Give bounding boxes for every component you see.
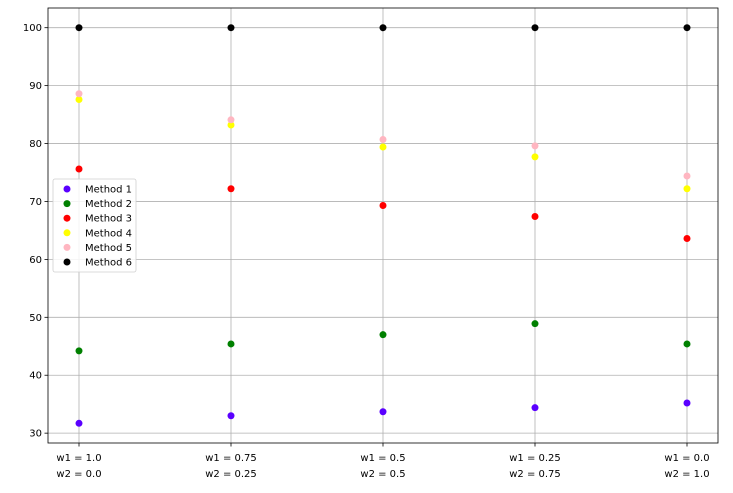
series-method-2	[75, 320, 691, 355]
data-point	[683, 399, 691, 407]
data-point	[683, 340, 691, 348]
x-tick-label-line1: w1 = 1.0	[56, 453, 101, 464]
data-point	[531, 153, 539, 161]
x-tick-label-line1: w1 = 0.25	[509, 453, 561, 464]
legend-label: Method 1	[85, 185, 132, 196]
data-point	[531, 404, 539, 412]
x-tick-label-line2: w2 = 0.5	[360, 469, 405, 480]
y-tick-label: 60	[29, 255, 42, 266]
data-point	[683, 172, 691, 180]
y-tick-label: 30	[29, 429, 42, 440]
x-tick-label-line1: w1 = 0.75	[205, 453, 257, 464]
legend-marker	[63, 185, 71, 193]
series-method-6	[75, 24, 691, 32]
series-method-5	[75, 90, 691, 180]
legend-label: Method 3	[85, 214, 132, 225]
data-point	[683, 24, 691, 32]
data-point	[75, 419, 83, 427]
data-point	[683, 235, 691, 243]
data-point	[75, 96, 83, 104]
data-point	[75, 165, 83, 173]
legend-label: Method 2	[85, 199, 132, 210]
legend-marker	[63, 258, 71, 266]
x-tick-label-line1: w1 = 0.0	[664, 453, 709, 464]
legend-marker	[63, 200, 71, 208]
y-tick-label: 70	[29, 197, 42, 208]
series-method-3	[75, 165, 691, 243]
x-tick-label-line2: w2 = 1.0	[664, 469, 709, 480]
data-point	[227, 24, 235, 32]
data-point	[75, 347, 83, 355]
x-tick-label-line2: w2 = 0.75	[509, 469, 561, 480]
data-point	[531, 320, 539, 328]
data-point	[531, 24, 539, 32]
x-tick-label-line2: w2 = 0.0	[56, 469, 101, 480]
y-tick-label: 50	[29, 313, 42, 324]
legend-label: Method 6	[85, 258, 132, 269]
legend: Method 1 Method 2 Method 3 Method 4 Method 5…	[52, 178, 137, 273]
data-point	[227, 185, 235, 193]
data-point	[379, 24, 387, 32]
data-point	[531, 142, 539, 150]
legend-marker	[63, 243, 71, 251]
data-point	[379, 135, 387, 143]
data-point	[379, 331, 387, 339]
data-point	[379, 143, 387, 151]
legend-label: Method 4	[85, 228, 132, 239]
y-tick-label: 80	[29, 139, 42, 150]
series-method-1	[75, 399, 691, 427]
x-tick-label-line2: w2 = 0.25	[205, 469, 257, 480]
series-method-4	[75, 96, 691, 193]
data-point	[227, 121, 235, 129]
x-tick-label-line1: w1 = 0.5	[360, 453, 405, 464]
data-point	[75, 90, 83, 98]
data-point	[379, 202, 387, 210]
y-tick-label: 40	[29, 371, 42, 382]
data-point	[227, 412, 235, 420]
legend-label: Method 5	[85, 243, 132, 254]
data-point	[227, 116, 235, 124]
data-point	[75, 24, 83, 32]
data-point	[227, 340, 235, 348]
data-point	[531, 213, 539, 221]
legend-frame	[52, 178, 137, 273]
legend-marker	[63, 229, 71, 237]
y-tick-label: 90	[29, 81, 42, 92]
data-point	[379, 408, 387, 416]
legend-marker	[63, 214, 71, 222]
data-point	[683, 185, 691, 193]
y-tick-label: 100	[23, 23, 42, 34]
